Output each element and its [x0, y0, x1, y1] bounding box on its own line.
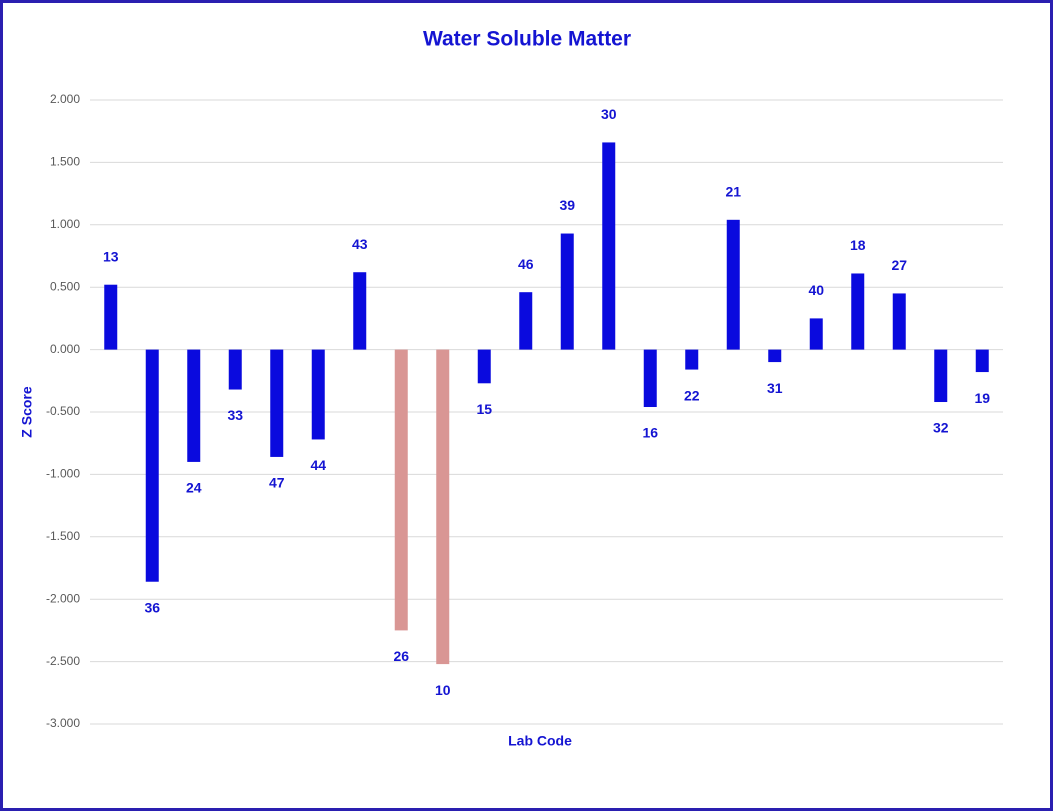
- bar: [519, 292, 533, 350]
- bar-label: 40: [808, 282, 824, 298]
- bar: [768, 349, 782, 363]
- bar: [477, 349, 491, 384]
- bar: [560, 233, 574, 350]
- bar: [934, 349, 948, 403]
- bar: [726, 219, 740, 350]
- y-tick-label: 1.000: [50, 217, 80, 231]
- bar-label: 22: [684, 387, 700, 403]
- y-tick-label: 2.000: [50, 92, 80, 106]
- bar-label: 21: [725, 184, 741, 200]
- bar: [436, 349, 450, 665]
- bar-label: 43: [352, 236, 368, 252]
- bar: [270, 349, 284, 457]
- bar: [394, 349, 408, 631]
- bar: [685, 349, 699, 370]
- chart-title: Water Soluble Matter: [423, 28, 631, 51]
- y-tick-label: 1.500: [50, 155, 80, 169]
- bar-label: 26: [393, 648, 409, 664]
- bar-label: 15: [476, 401, 492, 417]
- bar-label: 24: [186, 480, 202, 496]
- bar-label: 19: [974, 390, 990, 406]
- bar-label: 16: [642, 425, 658, 441]
- y-tick-label: -1.000: [46, 467, 80, 481]
- bar-label: 46: [518, 256, 534, 272]
- x-axis-title: Lab Code: [508, 733, 572, 749]
- bar: [643, 349, 657, 408]
- bar-label: 33: [227, 407, 243, 423]
- bar-label: 36: [144, 599, 160, 615]
- y-tick-label: 0.500: [50, 279, 80, 293]
- y-tick-label: -2.500: [46, 654, 80, 668]
- bar: [311, 349, 325, 440]
- bar-label: 13: [103, 248, 119, 264]
- bar: [145, 349, 159, 582]
- bar-label: 39: [559, 197, 575, 213]
- bar-label: 47: [269, 475, 285, 491]
- bar-label: 18: [850, 237, 866, 253]
- y-tick-label: -1.500: [46, 529, 80, 543]
- y-tick-label: -2.000: [46, 591, 80, 605]
- bar-label: 31: [767, 380, 783, 396]
- bar: [187, 349, 201, 462]
- y-tick-label: 0.000: [50, 342, 80, 356]
- bar: [228, 349, 242, 390]
- bar: [892, 293, 906, 350]
- y-tick-label: -3.000: [46, 716, 80, 730]
- y-tick-label: -0.500: [46, 404, 80, 418]
- bar: [809, 318, 823, 350]
- bar: [975, 349, 989, 373]
- bar: [602, 142, 616, 350]
- bar: [851, 273, 865, 350]
- bar-label: 30: [601, 106, 617, 122]
- bar: [353, 272, 367, 350]
- bar-label: 44: [310, 457, 326, 473]
- bar-label: 32: [933, 420, 949, 436]
- bar: [104, 284, 118, 350]
- bar-label: 10: [435, 682, 451, 698]
- bar-label: 27: [891, 257, 907, 273]
- y-axis-title: Z Score: [19, 386, 35, 438]
